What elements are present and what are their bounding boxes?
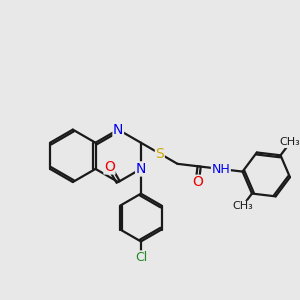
Text: N: N — [136, 162, 146, 176]
Text: CH₃: CH₃ — [280, 137, 300, 148]
Text: S: S — [155, 147, 164, 160]
Text: O: O — [104, 160, 115, 174]
Text: N: N — [113, 123, 123, 136]
Text: Cl: Cl — [135, 251, 147, 264]
Text: NH: NH — [212, 163, 230, 176]
Text: CH₃: CH₃ — [232, 201, 253, 212]
Text: O: O — [192, 175, 203, 189]
